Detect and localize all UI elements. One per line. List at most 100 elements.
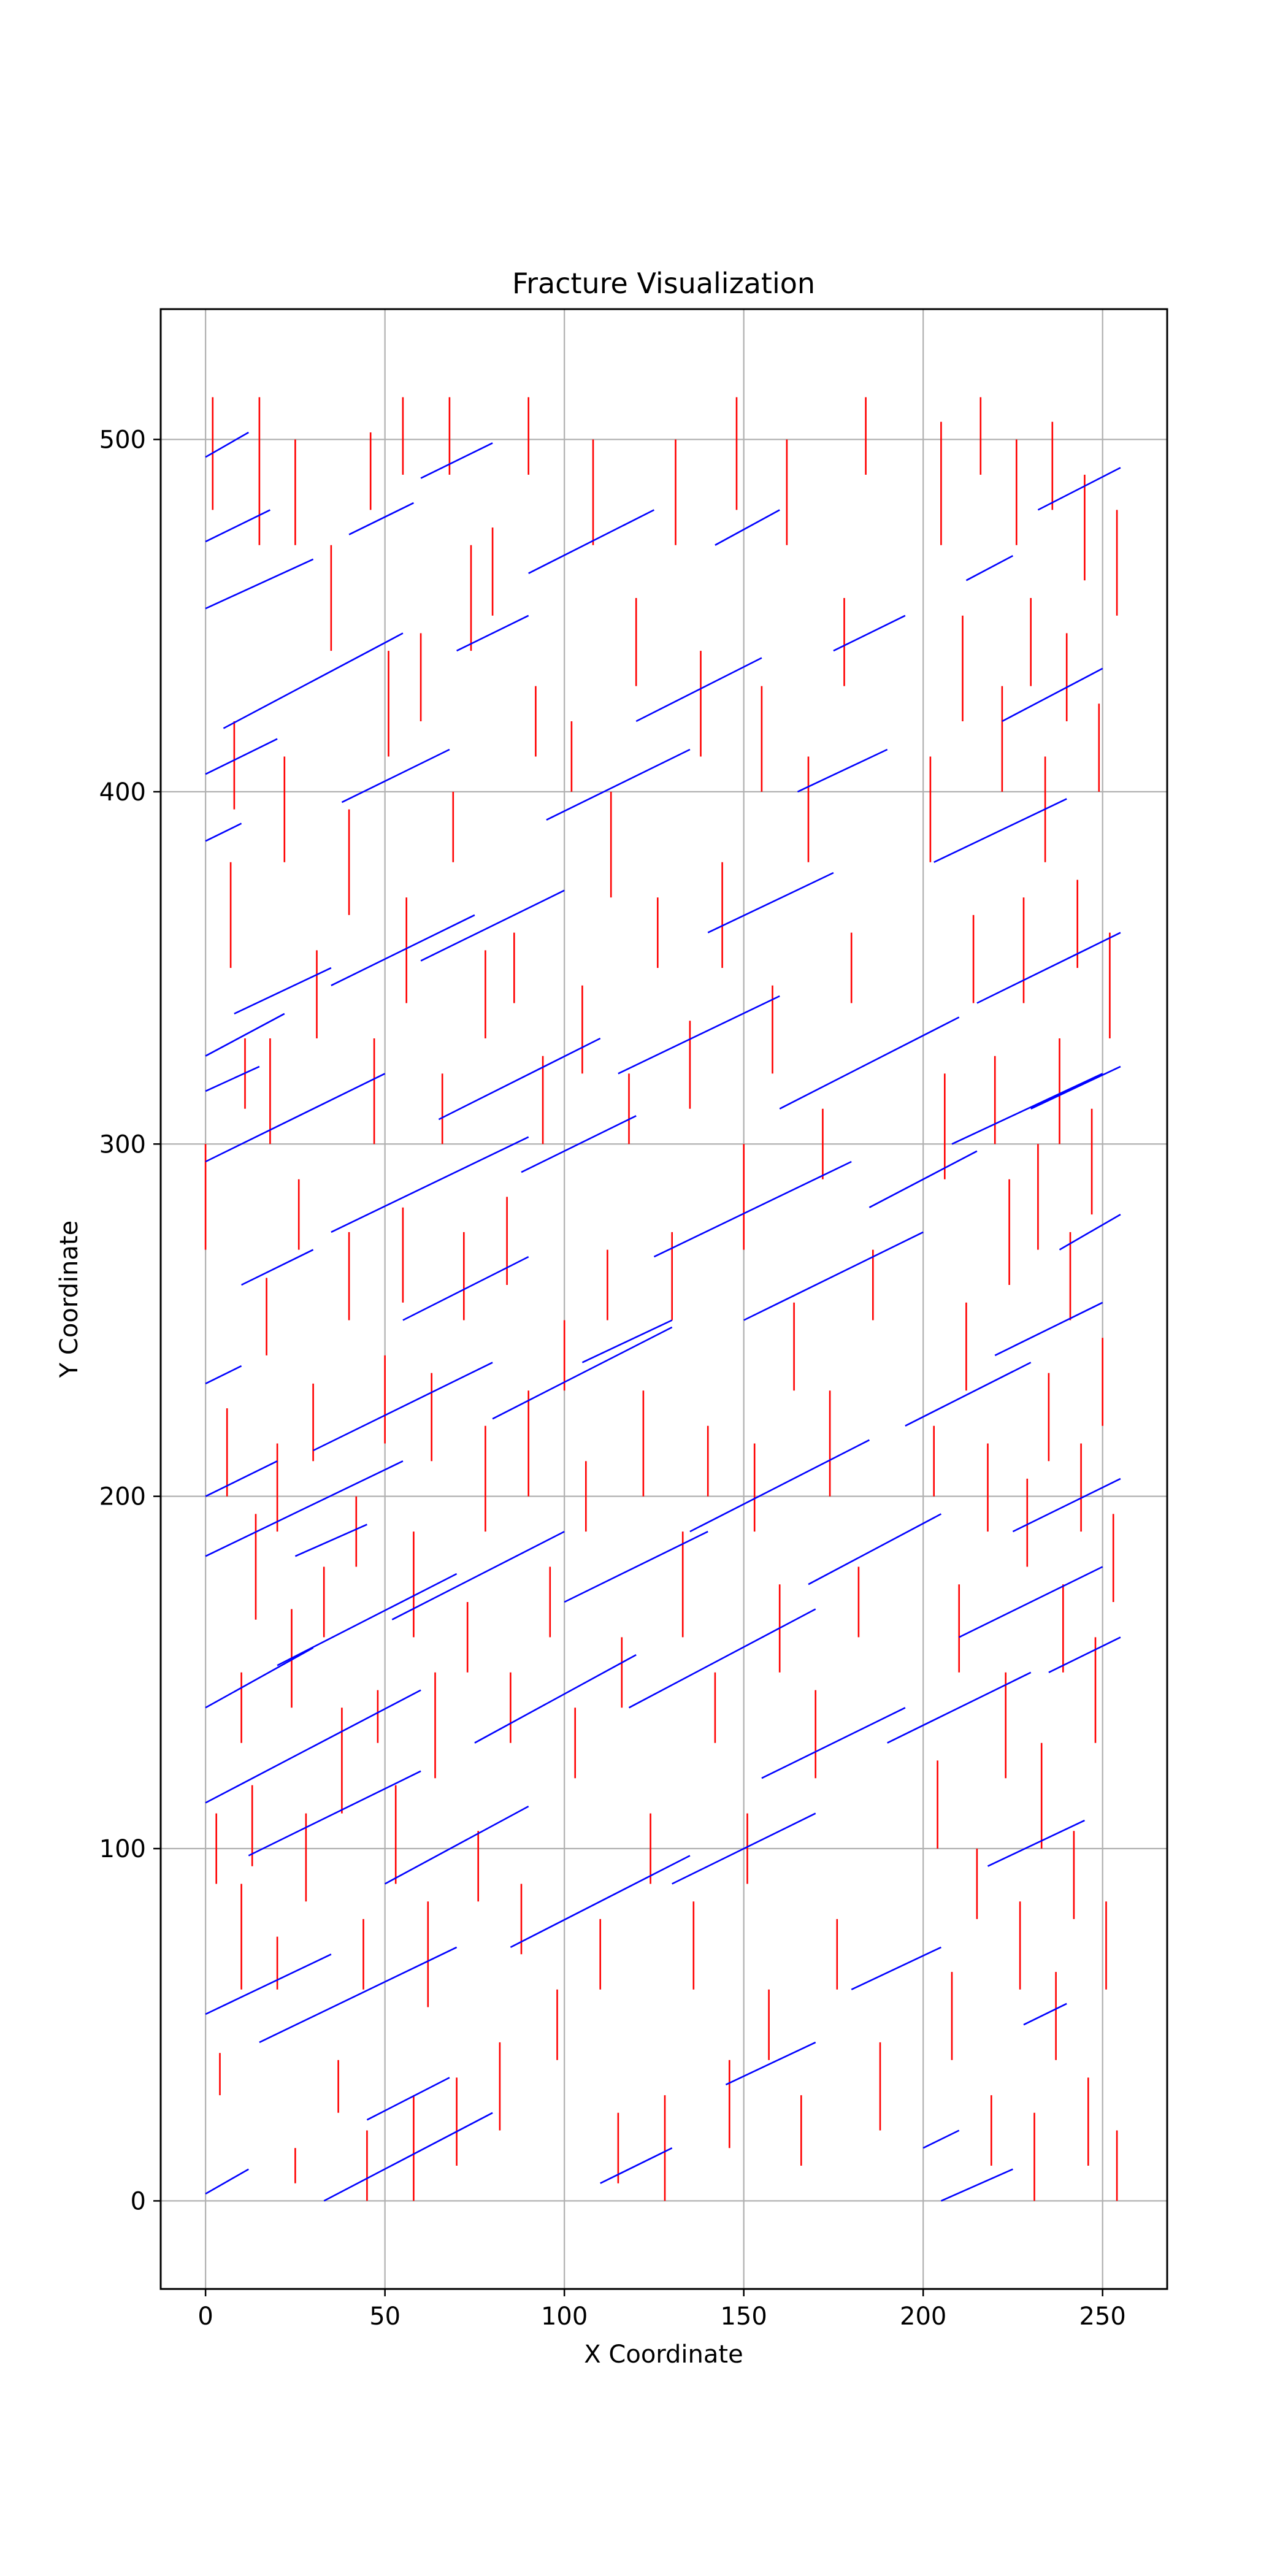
inclined-fracture — [348, 502, 414, 535]
inclined-fracture — [653, 1160, 852, 1258]
y-tick-label: 300 — [99, 1130, 146, 1159]
inclined-fracture — [797, 748, 888, 793]
inclined-fracture — [672, 1812, 816, 1885]
inclined-fracture — [1048, 1636, 1121, 1673]
inclined-fracture — [205, 1365, 242, 1385]
inclined-fracture — [959, 1566, 1103, 1638]
inclined-fracture — [887, 1671, 1032, 1744]
inclined-fracture — [546, 748, 691, 821]
inclined-fracture — [521, 1115, 637, 1173]
inclined-fracture — [743, 1231, 924, 1321]
inclined-fracture — [205, 1647, 314, 1709]
inclined-fracture — [223, 632, 404, 729]
inclined-fracture — [420, 442, 493, 479]
inclined-fracture — [725, 2041, 816, 2086]
inclined-fracture — [994, 1301, 1103, 1357]
inclined-fracture — [976, 932, 1121, 1004]
y-tick-label: 200 — [99, 1483, 146, 1511]
inclined-fracture — [987, 1819, 1085, 1867]
y-tick-label: 0 — [131, 2187, 146, 2215]
inclined-fracture — [205, 558, 314, 610]
inclined-fracture — [248, 1770, 421, 1857]
inclined-fracture — [581, 1319, 673, 1363]
inclined-fracture — [420, 889, 565, 962]
inclined-fracture — [492, 1326, 673, 1420]
inclined-fracture — [331, 1136, 529, 1233]
inclined-fracture — [205, 2168, 249, 2195]
y-tick-label: 500 — [99, 426, 146, 454]
y-axis-label: Y Coordinate — [55, 1221, 83, 1378]
inclined-fracture — [618, 995, 780, 1075]
inclined-fracture — [868, 1150, 978, 1208]
inclined-fracture — [402, 1255, 529, 1321]
inclined-fracture — [313, 1362, 493, 1452]
inclined-fracture — [294, 1524, 367, 1557]
inclined-fracture — [205, 1460, 278, 1497]
inclined-fracture — [391, 1530, 565, 1620]
inclined-fracture — [1059, 1213, 1121, 1251]
fracture-segments — [204, 397, 1121, 2202]
y-tick-label: 400 — [99, 778, 146, 807]
inclined-fracture — [205, 1689, 421, 1804]
x-tick-label: 250 — [1079, 2302, 1126, 2331]
inclined-fracture — [628, 1608, 816, 1709]
inclined-fracture — [205, 509, 270, 543]
inclined-fracture — [922, 2129, 960, 2149]
inclined-fracture — [951, 1073, 1103, 1145]
inclined-fracture — [474, 1654, 637, 1744]
inclined-fracture — [384, 1805, 529, 1885]
inclined-fracture — [241, 1249, 314, 1286]
x-tick-label: 150 — [720, 2302, 767, 2331]
inclined-fracture — [331, 914, 475, 986]
inclined-fracture — [205, 822, 242, 842]
inclined-fracture — [707, 872, 834, 933]
inclined-fracture — [1012, 1478, 1121, 1533]
inclined-fracture — [205, 1460, 404, 1557]
inclined-fracture — [205, 738, 278, 775]
grid-lines — [161, 309, 1167, 2289]
inclined-fracture — [277, 1573, 458, 1666]
inclined-fracture — [833, 615, 906, 652]
inclined-fracture — [205, 1013, 285, 1057]
inclined-fracture — [341, 748, 450, 803]
inclined-fracture — [234, 967, 332, 1014]
inclined-fracture — [456, 615, 529, 652]
inclined-fracture — [1002, 667, 1103, 723]
inclined-fracture — [689, 1439, 870, 1533]
inclined-fracture — [808, 1513, 942, 1585]
inclined-fracture — [940, 2168, 1013, 2202]
x-tick-label: 0 — [197, 2302, 213, 2331]
inclined-fracture — [528, 509, 654, 574]
inclined-fracture — [715, 509, 780, 546]
inclined-fracture — [323, 2112, 493, 2202]
inclined-fracture — [779, 1016, 960, 1110]
inclined-fracture — [205, 431, 249, 458]
x-tick-label: 100 — [541, 2302, 588, 2331]
inclined-fracture — [205, 1953, 332, 2015]
inclined-fracture — [205, 1065, 260, 1092]
inclined-fracture — [600, 2147, 673, 2184]
x-axis-label: X Coordinate — [584, 2340, 743, 2369]
inclined-fracture — [933, 798, 1067, 863]
y-tick-label: 100 — [99, 1835, 146, 1863]
inclined-fracture — [965, 554, 1014, 581]
inclined-fracture — [851, 1946, 941, 1990]
inclined-fracture — [905, 1362, 1032, 1427]
inclined-fracture — [1037, 467, 1121, 511]
chart-title: Fracture Visualization — [512, 267, 815, 300]
inclined-fracture — [259, 1946, 458, 2044]
inclined-fracture — [438, 1037, 601, 1121]
x-tick-label: 50 — [369, 2302, 401, 2331]
axis-ticks: 0 50 100 150 200 250 0 100 200 300 400 500 — [99, 426, 1126, 2331]
inclined-fracture — [205, 1073, 386, 1163]
inclined-fracture — [635, 657, 762, 723]
inclined-fracture — [510, 1855, 691, 1949]
inclined-fracture — [1023, 2003, 1067, 2026]
inclined-fracture — [366, 2077, 450, 2121]
inclined-fracture — [564, 1530, 708, 1603]
inclined-fracture — [761, 1707, 906, 1779]
inclined-fracture — [1030, 1065, 1121, 1110]
x-tick-label: 200 — [900, 2302, 946, 2331]
plot-frame — [159, 308, 1168, 2290]
